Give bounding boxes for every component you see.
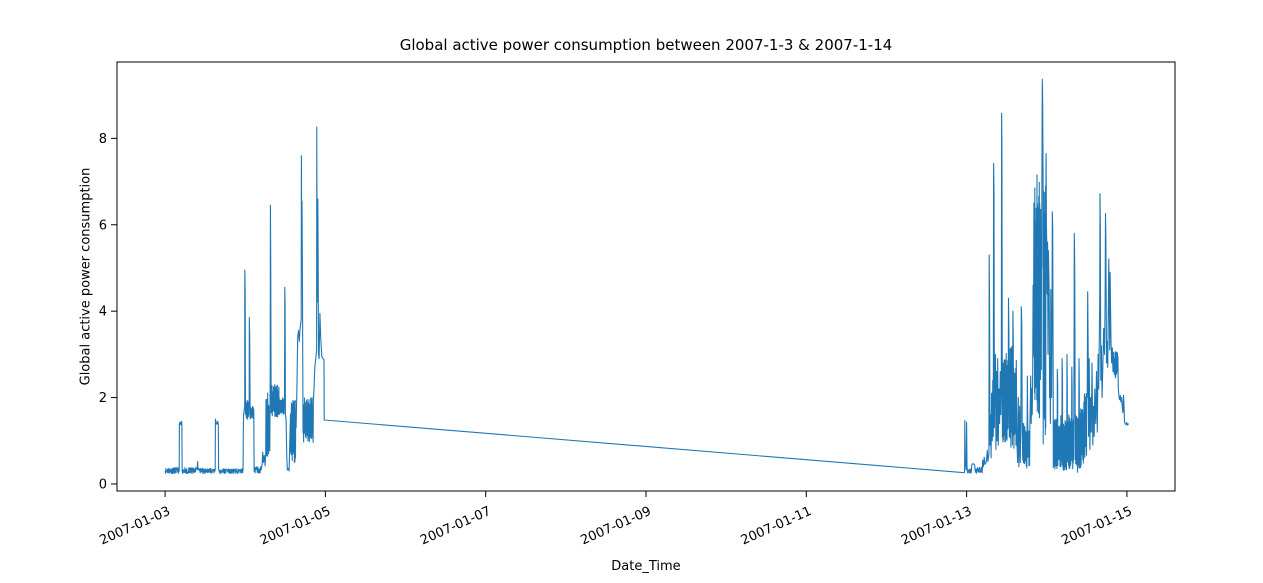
- x-tick-label: 2007-01-11: [739, 504, 814, 548]
- x-tick-label: 2007-01-05: [258, 504, 333, 548]
- chart-title: Global active power consumption between …: [399, 36, 893, 54]
- data-line: [164, 78, 1129, 475]
- y-tick-label: 2: [99, 391, 107, 406]
- y-tick-label: 0: [99, 477, 107, 492]
- x-axis-label: Date_Time: [611, 559, 681, 574]
- x-tick-label: 2007-01-07: [418, 504, 493, 548]
- y-tick-label: 8: [99, 132, 107, 147]
- y-tick-label: 6: [99, 218, 107, 233]
- y-axis-label: Global active power consumption: [78, 167, 94, 386]
- x-tick-label: 2007-01-15: [1059, 504, 1134, 548]
- x-tick-label: 2007-01-03: [98, 504, 173, 548]
- x-tick-label: 2007-01-09: [578, 504, 653, 548]
- x-tick-label: 2007-01-13: [899, 504, 974, 548]
- y-tick-label: 4: [99, 305, 107, 320]
